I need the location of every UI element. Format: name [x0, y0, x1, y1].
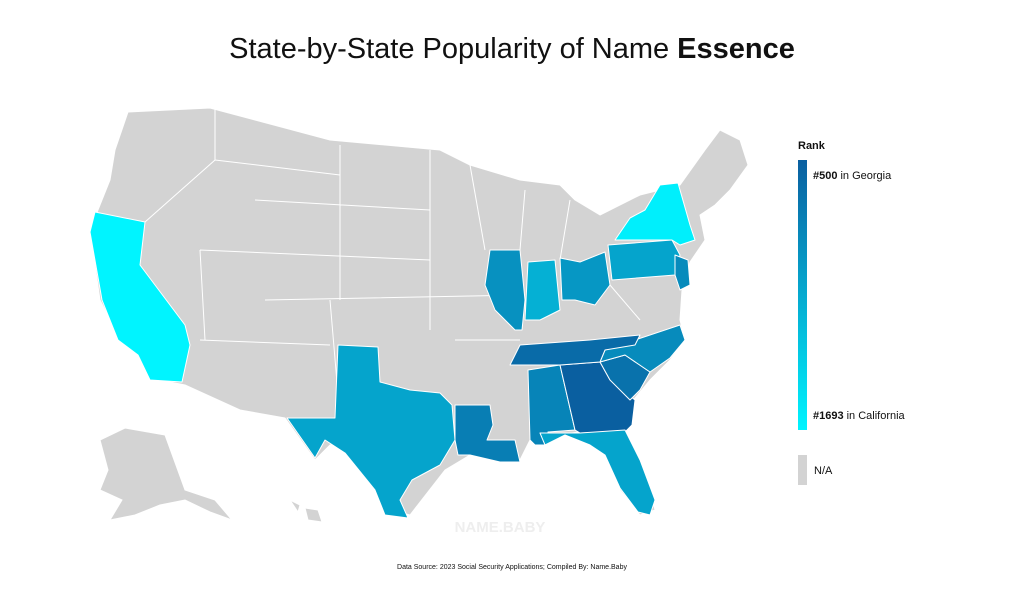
legend-max-note: in Georgia — [840, 170, 892, 182]
title-text: State-by-State Popularity of Name — [229, 33, 669, 65]
legend-gradient — [798, 160, 807, 430]
state-region — [607, 239, 681, 281]
watermark: NAME.BABY — [455, 519, 546, 536]
state-region — [509, 334, 641, 366]
state-region — [89, 211, 191, 383]
state-region — [559, 251, 611, 306]
state-region — [524, 259, 561, 321]
legend-max: #500 in Georgia — [813, 170, 892, 182]
source-note: Data Source: 2023 Social Security Applic… — [397, 564, 627, 571]
hawaii — [288, 498, 323, 523]
alaska — [99, 427, 234, 522]
legend-min: #1693 in California — [813, 410, 906, 422]
legend-min-label: #1693 — [813, 410, 844, 422]
legend-min-note: in California — [847, 410, 906, 422]
state-region — [614, 182, 696, 246]
map-area — [89, 107, 749, 523]
state-region — [674, 254, 691, 291]
legend-na-swatch — [798, 455, 807, 485]
state-region — [454, 404, 521, 463]
legend-max-label: #500 — [813, 170, 837, 182]
map-title: State-by-State Popularity of Name Essence — [229, 33, 795, 65]
state-region — [539, 429, 656, 516]
state-region — [286, 344, 456, 519]
legend-title: Rank — [798, 140, 826, 152]
state-region — [484, 249, 526, 331]
legend-na: N/A — [814, 465, 833, 477]
gray-borders — [144, 108, 641, 419]
title-name: Essence — [677, 33, 795, 65]
